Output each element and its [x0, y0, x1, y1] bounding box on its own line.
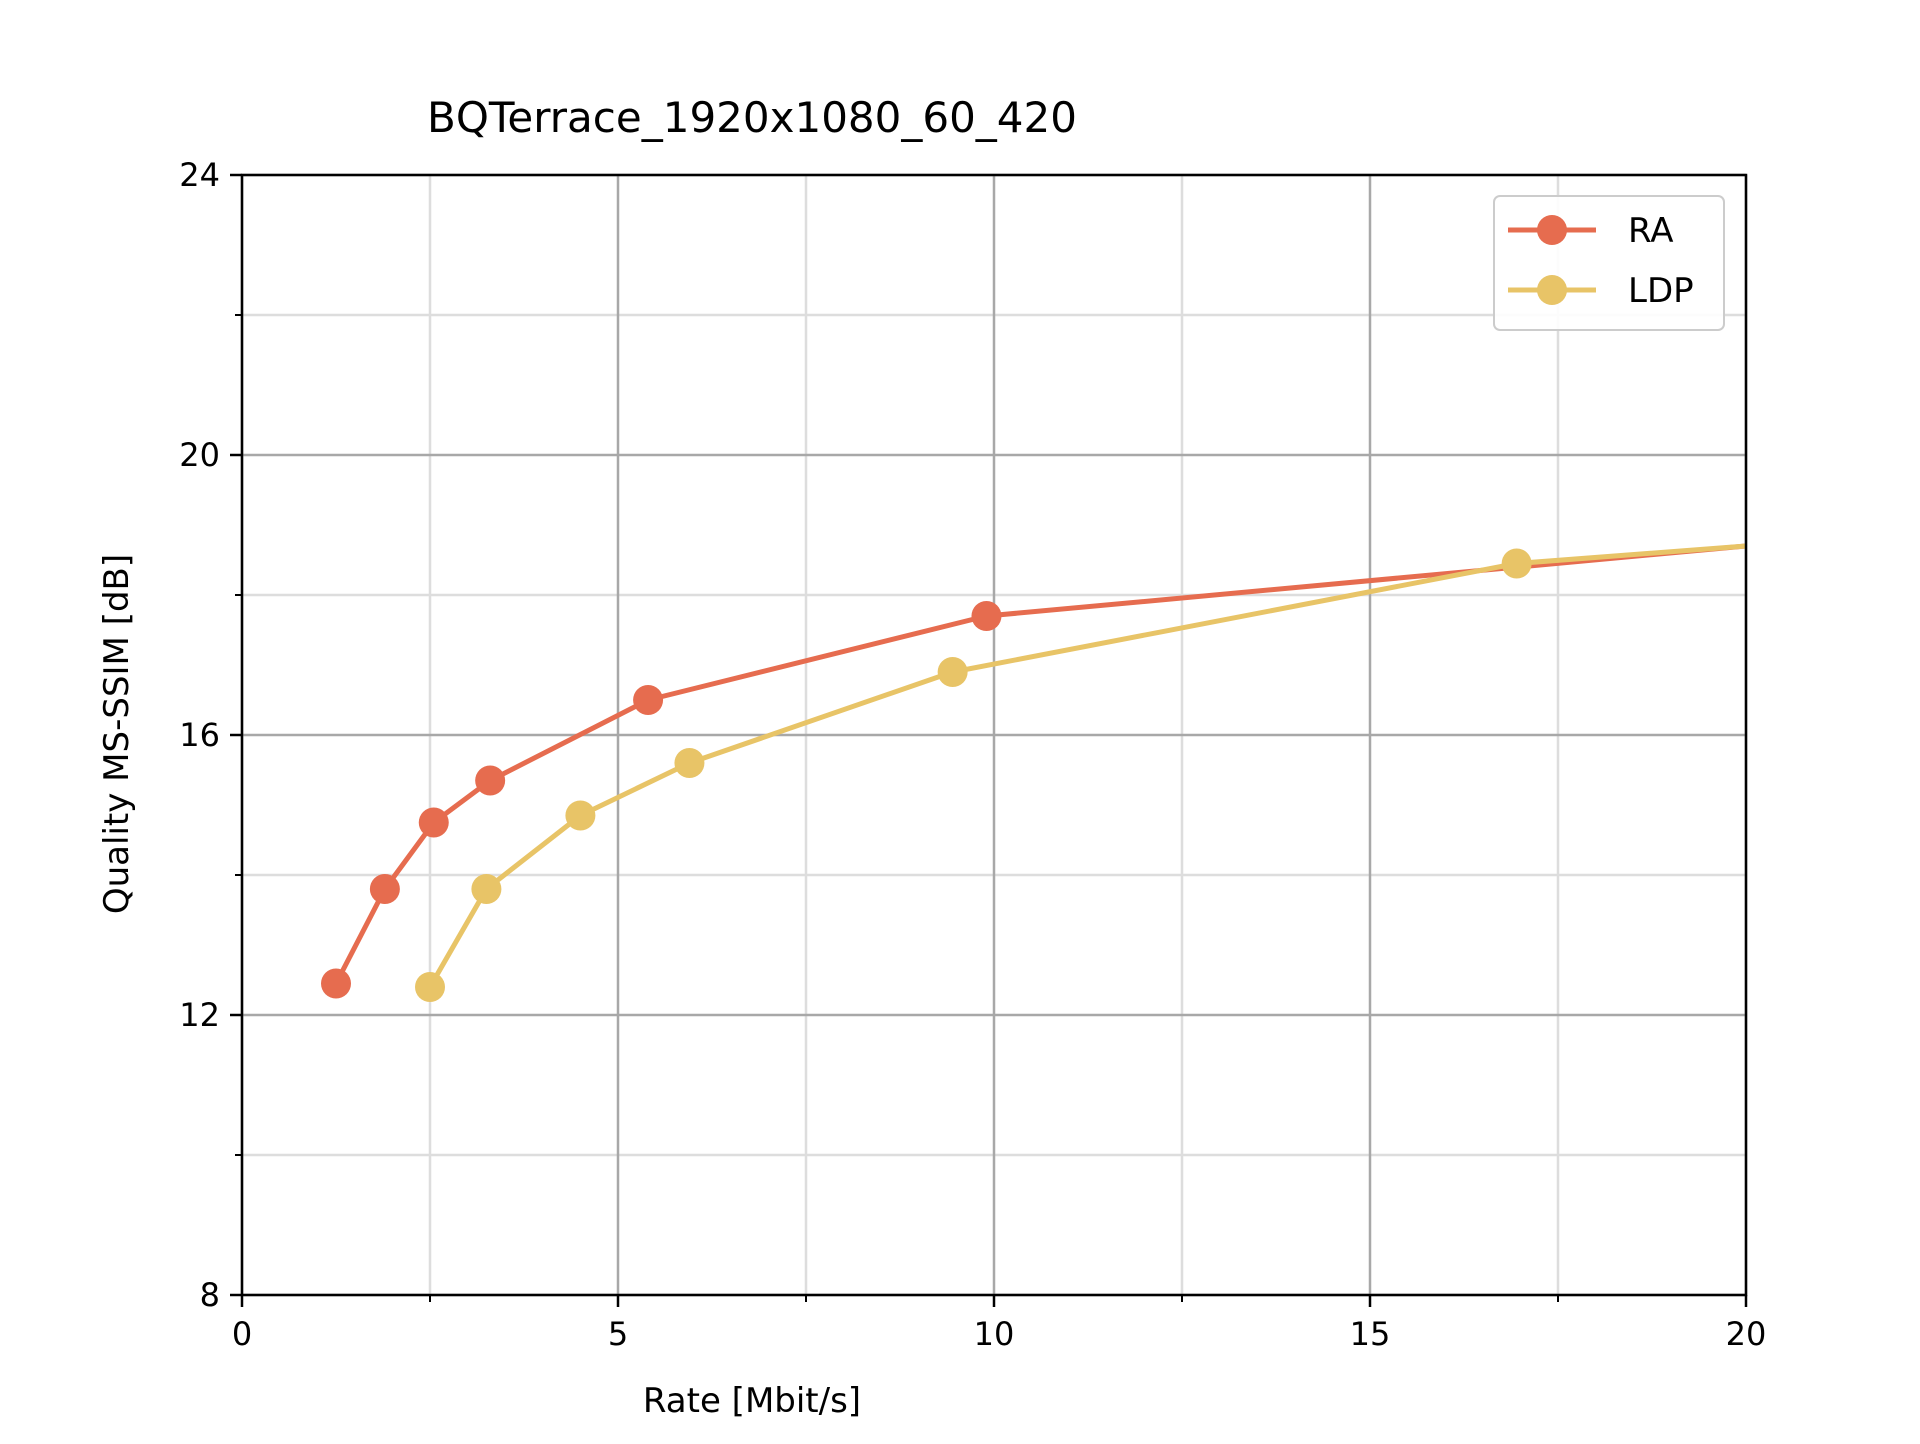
y-tick-label: 12	[179, 996, 220, 1034]
data-point	[674, 748, 705, 778]
tick-label-layer: 0 5 10 15 20 8 12 16 20 24	[179, 156, 1766, 1353]
y-tick-label: 16	[179, 716, 220, 754]
x-tick-label: 0	[232, 1315, 252, 1353]
legend-entry-ra: RA	[1508, 211, 1674, 251]
x-tick-label: 5	[608, 1315, 628, 1353]
legend-entry-ldp: LDP	[1508, 271, 1694, 311]
data-point	[475, 765, 506, 796]
x-axis-label: Rate [Mbit/s]	[643, 1381, 861, 1421]
chart-title: BQTerrace_1920x1080_60_420	[427, 93, 1077, 142]
series-ldp	[415, 543, 1747, 1002]
legend-label: RA	[1628, 211, 1674, 251]
data-point	[471, 874, 502, 904]
data-point	[633, 685, 664, 715]
y-tick-label: 24	[179, 156, 220, 194]
data-point	[415, 972, 445, 1002]
y-tick-label: 8	[200, 1276, 220, 1314]
x-tick-label: 20	[1726, 1315, 1767, 1353]
data-point	[418, 807, 449, 838]
data-point	[565, 800, 596, 831]
axes-layer	[230, 173, 1748, 1307]
legend-label: LDP	[1628, 271, 1694, 311]
x-tick-label: 15	[1350, 1315, 1391, 1353]
data-point	[971, 601, 1002, 631]
series-ra	[321, 543, 1747, 999]
y-tick-label: 20	[179, 436, 220, 474]
data-point	[321, 968, 351, 999]
y-axis-label: Quality MS-SSIM [dB]	[97, 554, 137, 914]
legend-entries: RA LDP	[1508, 211, 1694, 311]
data-point	[369, 874, 400, 904]
series-layer	[321, 543, 1747, 1002]
legend-marker	[1537, 275, 1567, 305]
legend: RA LDP	[1493, 195, 1725, 331]
data-point	[1501, 548, 1532, 579]
x-tick-label: 10	[974, 1315, 1015, 1353]
legend-marker	[1537, 215, 1567, 245]
data-point	[937, 657, 968, 687]
